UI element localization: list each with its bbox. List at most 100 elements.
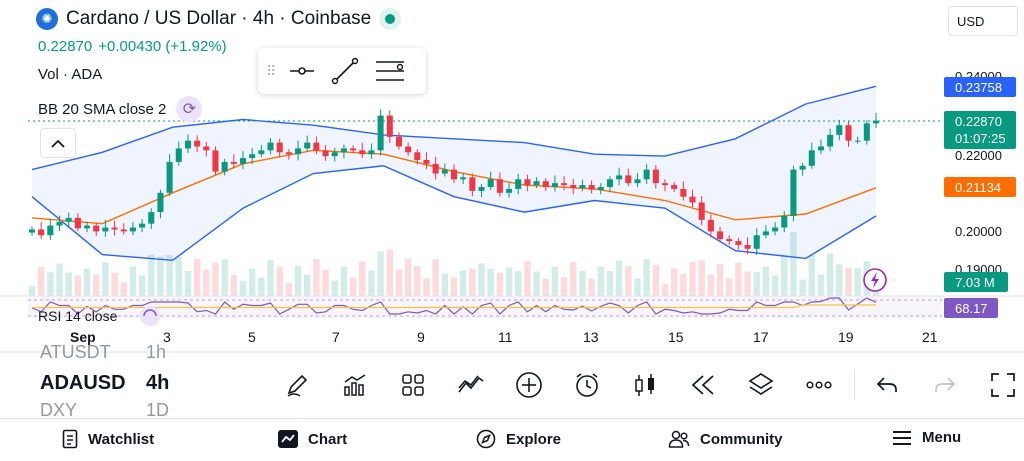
volume-bar (643, 259, 650, 296)
volume-bar (120, 282, 127, 296)
volume-bar (588, 278, 595, 296)
nav-menu-label: Menu (922, 429, 962, 446)
trend-line-icon[interactable] (330, 56, 360, 86)
candle-body (808, 150, 815, 166)
date-tick-21: 21 (922, 329, 938, 345)
nav-community-label: Community (700, 430, 783, 448)
volume-bar (533, 271, 540, 296)
volume-bar (652, 264, 660, 296)
volume-bar (74, 275, 82, 296)
layouts-grid-icon[interactable] (396, 368, 430, 402)
market-status-icon[interactable] (379, 8, 402, 30)
more-icon[interactable] (802, 368, 836, 402)
volume-bar (267, 260, 274, 296)
volume-bar (230, 275, 238, 296)
volume-bar (478, 263, 485, 296)
nav-community[interactable]: Community (668, 429, 783, 449)
add-icon[interactable] (512, 368, 546, 402)
candle-body (551, 183, 558, 188)
volume-bar (239, 280, 247, 296)
candle-body (625, 175, 632, 184)
replay-icon[interactable] (686, 368, 720, 402)
symbol-prev[interactable]: ATUSDT (40, 344, 111, 362)
symbol-interval-picker[interactable]: ATUSDT 1h ADAUSD 4h DXY 1D (40, 344, 180, 418)
candle-body (120, 229, 127, 232)
volume-bar (551, 266, 559, 296)
nav-menu[interactable]: Menu (892, 429, 961, 446)
volume-bar (845, 268, 852, 296)
volume-bar (423, 278, 430, 296)
volume-bar (707, 274, 715, 296)
volume-bar (634, 278, 641, 296)
nav-chart[interactable]: Chart (278, 429, 347, 449)
candle-body (102, 227, 109, 232)
refresh-icon[interactable]: ⟳ (176, 96, 203, 122)
candle-body (827, 134, 834, 147)
price-line: 0.22870 +0.00430 (+1.92%) (38, 38, 227, 55)
interval-current[interactable]: 4h (146, 372, 170, 394)
candle-body (432, 163, 439, 174)
candle-body (606, 179, 613, 188)
volume-bar (450, 277, 458, 296)
lightning-icon[interactable] (863, 268, 887, 292)
candle-body (304, 142, 311, 149)
date-tick-sep: Sep (70, 329, 96, 345)
volume-bar (496, 272, 504, 296)
currency-select[interactable]: USD (948, 6, 1018, 36)
candle-type-icon[interactable] (628, 368, 662, 402)
undo-icon[interactable] (870, 368, 904, 402)
compare-icon[interactable] (454, 368, 488, 402)
rsi-ma-line (32, 304, 876, 309)
volume-bar (138, 275, 146, 296)
symbol-title[interactable]: Cardano / US Dollar · 4h · Coinbase (66, 8, 372, 29)
chevron-up-icon (51, 139, 65, 148)
rsi-indicator-label[interactable]: RSI 14 close (38, 308, 118, 324)
drag-handle-icon[interactable]: ⠿ (266, 62, 276, 79)
candle-body (258, 150, 265, 155)
fib-retracement-icon[interactable] (374, 57, 406, 85)
volume-bar (166, 255, 173, 296)
interval-prev[interactable]: 1h (146, 344, 167, 362)
candle-body (175, 148, 182, 162)
date-tick-11: 11 (498, 329, 513, 345)
badge-last-price: 0.22870 01:07:25 (944, 111, 1016, 149)
volume-bar (790, 232, 797, 296)
symbol-current[interactable]: ADAUSD (40, 372, 126, 394)
layers-icon[interactable] (744, 368, 778, 402)
interval-next[interactable]: 1D (146, 400, 170, 418)
volume-bar (340, 266, 348, 296)
volume-bar (193, 258, 201, 296)
bb-indicator-label[interactable]: BB 20 SMA close 2 (38, 100, 167, 118)
volume-bar (680, 274, 687, 296)
candle-body (469, 177, 476, 191)
volume-indicator-label[interactable]: Vol · ADA (38, 66, 103, 83)
nav-watchlist[interactable]: Watchlist (62, 429, 154, 449)
volume-bar (836, 264, 843, 296)
candle-body (496, 179, 503, 193)
indicators-icon[interactable] (338, 368, 372, 402)
candle-body (203, 146, 210, 151)
candle-body (166, 161, 173, 193)
volume-bar (148, 254, 155, 296)
candle-body (350, 148, 357, 151)
horizontal-ray-icon[interactable] (288, 61, 316, 81)
volume-bar (285, 283, 293, 296)
draw-pencil-icon[interactable] (280, 368, 314, 402)
candle-body (184, 140, 191, 149)
candle-body (441, 169, 448, 174)
candle-body (845, 125, 852, 141)
fullscreen-icon[interactable] (986, 368, 1020, 402)
collapse-legend-button[interactable] (40, 128, 76, 158)
symbol-next[interactable]: DXY (40, 400, 78, 418)
volume-bar (570, 262, 577, 296)
alert-clock-icon[interactable] (570, 368, 604, 402)
nav-explore[interactable]: Explore (476, 429, 561, 449)
candle-body (707, 219, 714, 232)
volume-bar (661, 284, 669, 296)
redo-icon[interactable] (928, 368, 962, 402)
volume-bar (331, 280, 338, 296)
volume-bar (625, 266, 632, 296)
rsi-refresh-icon[interactable] (140, 306, 160, 326)
candle-body (295, 148, 302, 155)
